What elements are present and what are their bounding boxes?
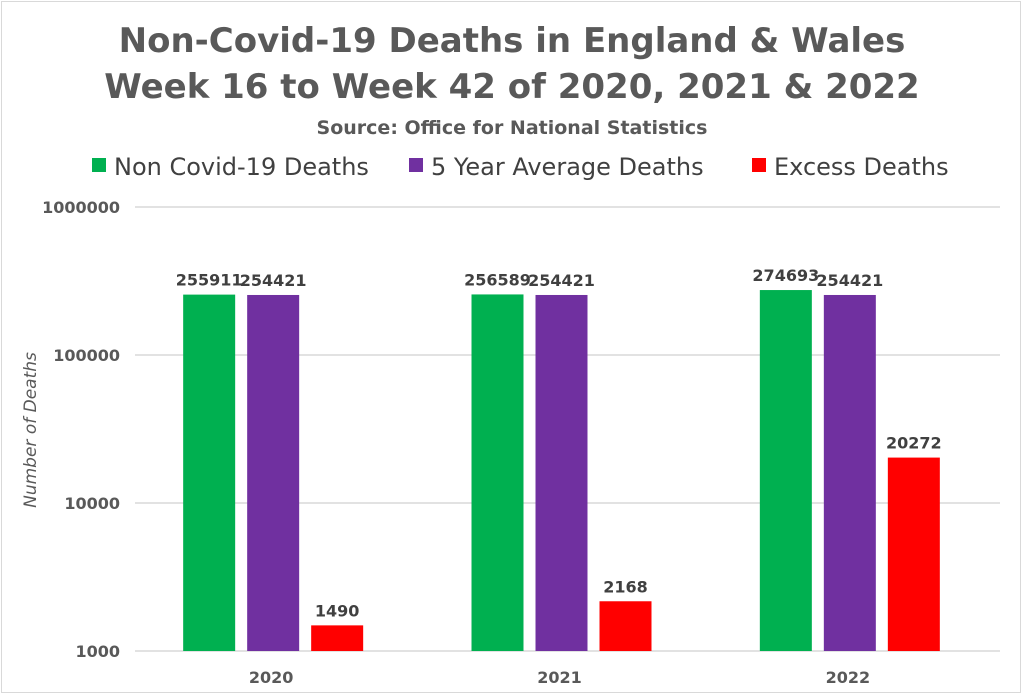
data-label-2022-2: 254421: [816, 271, 883, 290]
bar-2021-2: [535, 294, 588, 651]
data-label-2020-2: 254421: [240, 271, 307, 290]
data-label-2021-3: 2168: [603, 577, 648, 596]
legend: Non Covid-19 Deaths 5 Year Average Deaths…: [92, 153, 949, 181]
data-label-2022-3: 20272: [886, 434, 942, 453]
bars: [183, 290, 940, 651]
chart-title: Non-Covid-19 Deaths in England & Wales: [119, 21, 906, 61]
bar-2020-3: [311, 625, 364, 651]
x-tick-2022: 2022: [826, 668, 871, 687]
y-axis-label: Number of Deaths: [21, 352, 41, 508]
legend-label-3: Excess Deaths: [774, 153, 949, 181]
y-tick-10000: 10000: [64, 494, 120, 513]
chart-subtitle: Source: Office for National Statistics: [317, 117, 708, 139]
data-label-2021-1: 256589: [464, 270, 531, 289]
bar-2021-1: [471, 294, 524, 651]
legend-label-1: Non Covid-19 Deaths: [114, 153, 369, 181]
y-tick-1000: 1000: [75, 642, 120, 661]
legend-swatch-2: [409, 158, 423, 172]
bar-2022-2: [823, 294, 876, 651]
data-labels: 2559112544211490256589254421216827469325…: [176, 266, 942, 620]
x-tick-2021: 2021: [537, 668, 582, 687]
legend-label-2: 5 Year Average Deaths: [431, 153, 704, 181]
data-label-2020-1: 255911: [176, 271, 243, 290]
chart-title-line2: Week 16 to Week 42 of 2020, 2021 & 2022: [104, 67, 919, 107]
bar-2021-3: [599, 601, 652, 651]
data-label-2022-1: 274693: [752, 266, 819, 285]
bar-2022-1: [759, 290, 812, 651]
bar-2022-3: [887, 457, 940, 651]
data-label-2020-3: 1490: [315, 601, 360, 620]
bar-2020-2: [247, 294, 300, 651]
data-label-2021-2: 254421: [528, 271, 595, 290]
y-tick-1000000: 1000000: [42, 198, 120, 217]
x-tick-2020: 2020: [249, 668, 294, 687]
y-axis-ticks: 1000 10000 100000 1000000: [42, 198, 120, 661]
x-axis-ticks: 2020 2021 2022: [249, 668, 870, 687]
legend-swatch-3: [752, 158, 766, 172]
legend-swatch-1: [92, 158, 106, 172]
bar-2020-1: [183, 294, 236, 651]
y-tick-100000: 100000: [53, 346, 120, 365]
